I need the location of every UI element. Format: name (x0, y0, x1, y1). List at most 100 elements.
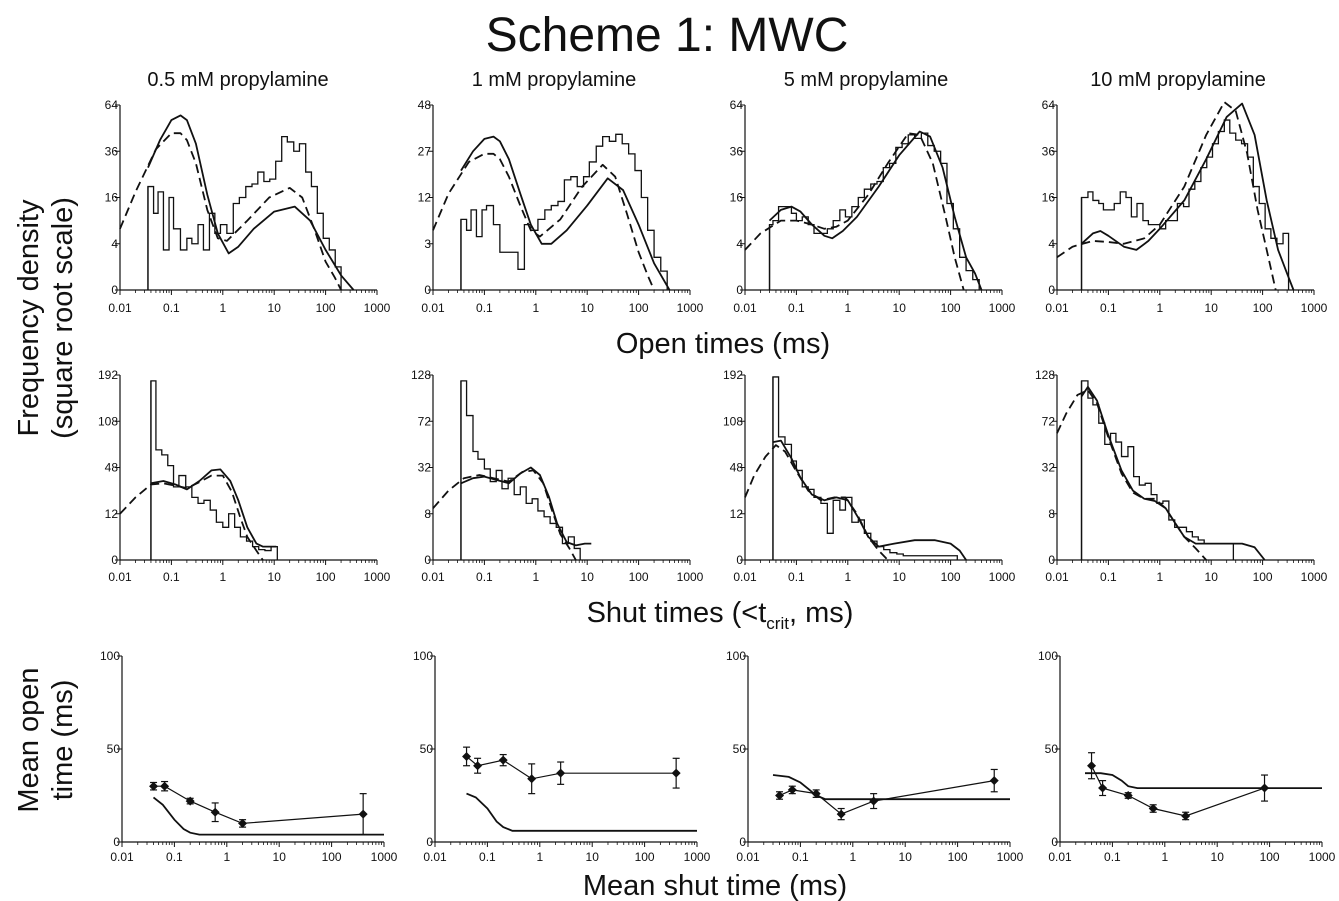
x-tick-label: 100 (629, 570, 649, 584)
panel-shut-1: 0.01 0.1 1 10 100 1000 0 12 48 108 192 (98, 368, 391, 584)
y-tick-label: 0 (1048, 553, 1055, 567)
x-tick-label: 0.01 (421, 570, 445, 584)
x-tick-label: 1000 (684, 850, 711, 864)
x-tick-label: 1000 (1301, 570, 1328, 584)
y-tick-label: 50 (733, 742, 747, 756)
x-tick-label: 10 (1211, 850, 1225, 864)
y-tick-label: 4 (1048, 237, 1055, 251)
data-point (869, 796, 879, 806)
x-tick-label: 1 (1156, 301, 1163, 315)
column-title-3: 5 mM propylamine (784, 69, 949, 91)
y-tick-label: 8 (1048, 507, 1055, 521)
y-tick-label: 0 (111, 283, 118, 297)
y-tick-label: 12 (105, 507, 119, 521)
data-point (1181, 811, 1191, 821)
fit-curve-dashed (119, 132, 342, 291)
theory-curve (466, 792, 697, 832)
x-tick-label: 1 (532, 570, 539, 584)
x-tick-label: 1 (844, 301, 851, 315)
y-tick-label: 8 (424, 507, 431, 521)
x-tick-label: 0.01 (423, 850, 447, 864)
data-point (556, 768, 566, 778)
x-tick-label: 1 (219, 301, 226, 315)
x-tick-label: 1000 (364, 301, 391, 315)
x-tick-label: 0.01 (1045, 301, 1069, 315)
panel-open-4: 0.01 0.1 1 10 100 1000 0 4 16 36 64 (1042, 98, 1328, 315)
mean-open-ylabel-line2: time (ms) (47, 680, 79, 801)
y-tick-label: 100 (1038, 649, 1058, 663)
panel-shut-2: 0.01 0.1 1 10 100 1000 0 8 32 72 128 (411, 368, 704, 584)
data-point (462, 751, 472, 761)
x-tick-label: 0.01 (108, 301, 132, 315)
data-point (787, 785, 797, 795)
x-tick-label: 0.1 (163, 570, 180, 584)
fit-curve-solid (460, 466, 592, 547)
x-tick-label: 1 (219, 570, 226, 584)
x-tick-label: 0.1 (788, 301, 805, 315)
histogram-bars (460, 380, 581, 560)
x-tick-label: 0.01 (1045, 570, 1069, 584)
fit-curve-solid (768, 130, 983, 291)
fit-curve-dashed (1056, 101, 1277, 291)
theory-curve (152, 796, 384, 836)
y-tick-label: 108 (723, 414, 743, 428)
x-tick-label: 0.01 (1048, 850, 1072, 864)
y-tick-label: 0 (736, 553, 743, 567)
x-tick-label: 1000 (677, 570, 704, 584)
data-point (1260, 783, 1270, 793)
fit-curve-dashed (744, 132, 965, 291)
data-point (185, 796, 195, 806)
x-tick-label: 1000 (1301, 301, 1328, 315)
x-tick-label: 100 (941, 301, 961, 315)
data-line (466, 755, 677, 780)
fit-curve-dashed (744, 444, 889, 561)
panel-mean-3: 0.01 0.1 1 10 100 1000 0 50 100 (726, 649, 1024, 864)
y-tick-label: 50 (107, 742, 121, 756)
fit-curve-dashed (119, 474, 264, 561)
x-tick-label: 100 (1253, 570, 1273, 584)
histogram-bars (1080, 380, 1235, 560)
y-tick-label: 72 (1042, 414, 1056, 428)
y-tick-label: 0 (1048, 283, 1055, 297)
x-tick-label: 100 (941, 570, 961, 584)
x-tick-label: 100 (322, 850, 342, 864)
x-tick-label: 1000 (989, 301, 1016, 315)
data-point (1123, 791, 1133, 800)
y-tick-label: 128 (411, 368, 431, 382)
data-point (775, 791, 785, 800)
x-tick-label: 1 (849, 850, 856, 864)
frequency-ylabel-line1: Frequency density (13, 199, 45, 436)
x-tick-label: 0.01 (108, 570, 132, 584)
y-tick-label: 0 (739, 835, 746, 849)
data-point (210, 807, 220, 817)
x-tick-label: 0.1 (163, 301, 180, 315)
y-tick-label: 0 (736, 283, 743, 297)
data-point (160, 781, 170, 791)
y-tick-label: 32 (418, 461, 432, 475)
x-tick-label: 1000 (364, 570, 391, 584)
data-point (498, 755, 508, 765)
fit-curve-dashed (1056, 389, 1207, 561)
frequency-ylabel-line2: (square root scale) (47, 197, 79, 439)
y-tick-label: 16 (1042, 191, 1056, 205)
x-tick-label: 1 (536, 850, 543, 864)
data-point (1087, 761, 1097, 771)
panel-mean-4: 0.01 0.1 1 10 100 1000 0 50 100 (1038, 649, 1336, 864)
fit-curve-solid (772, 439, 967, 561)
y-tick-label: 192 (98, 368, 118, 382)
data-point (671, 768, 681, 778)
y-tick-label: 128 (1035, 368, 1055, 382)
y-tick-label: 48 (418, 98, 432, 112)
x-tick-label: 0.1 (792, 850, 809, 864)
x-tick-label: 10 (273, 850, 287, 864)
x-tick-label: 0.01 (110, 850, 134, 864)
y-tick-label: 0 (424, 283, 431, 297)
x-tick-label: 100 (1253, 301, 1273, 315)
y-tick-label: 4 (111, 237, 118, 251)
x-tick-label: 10 (581, 301, 595, 315)
fit-curve-solid (150, 468, 277, 548)
data-point (238, 818, 248, 828)
y-tick-label: 100 (726, 649, 746, 663)
